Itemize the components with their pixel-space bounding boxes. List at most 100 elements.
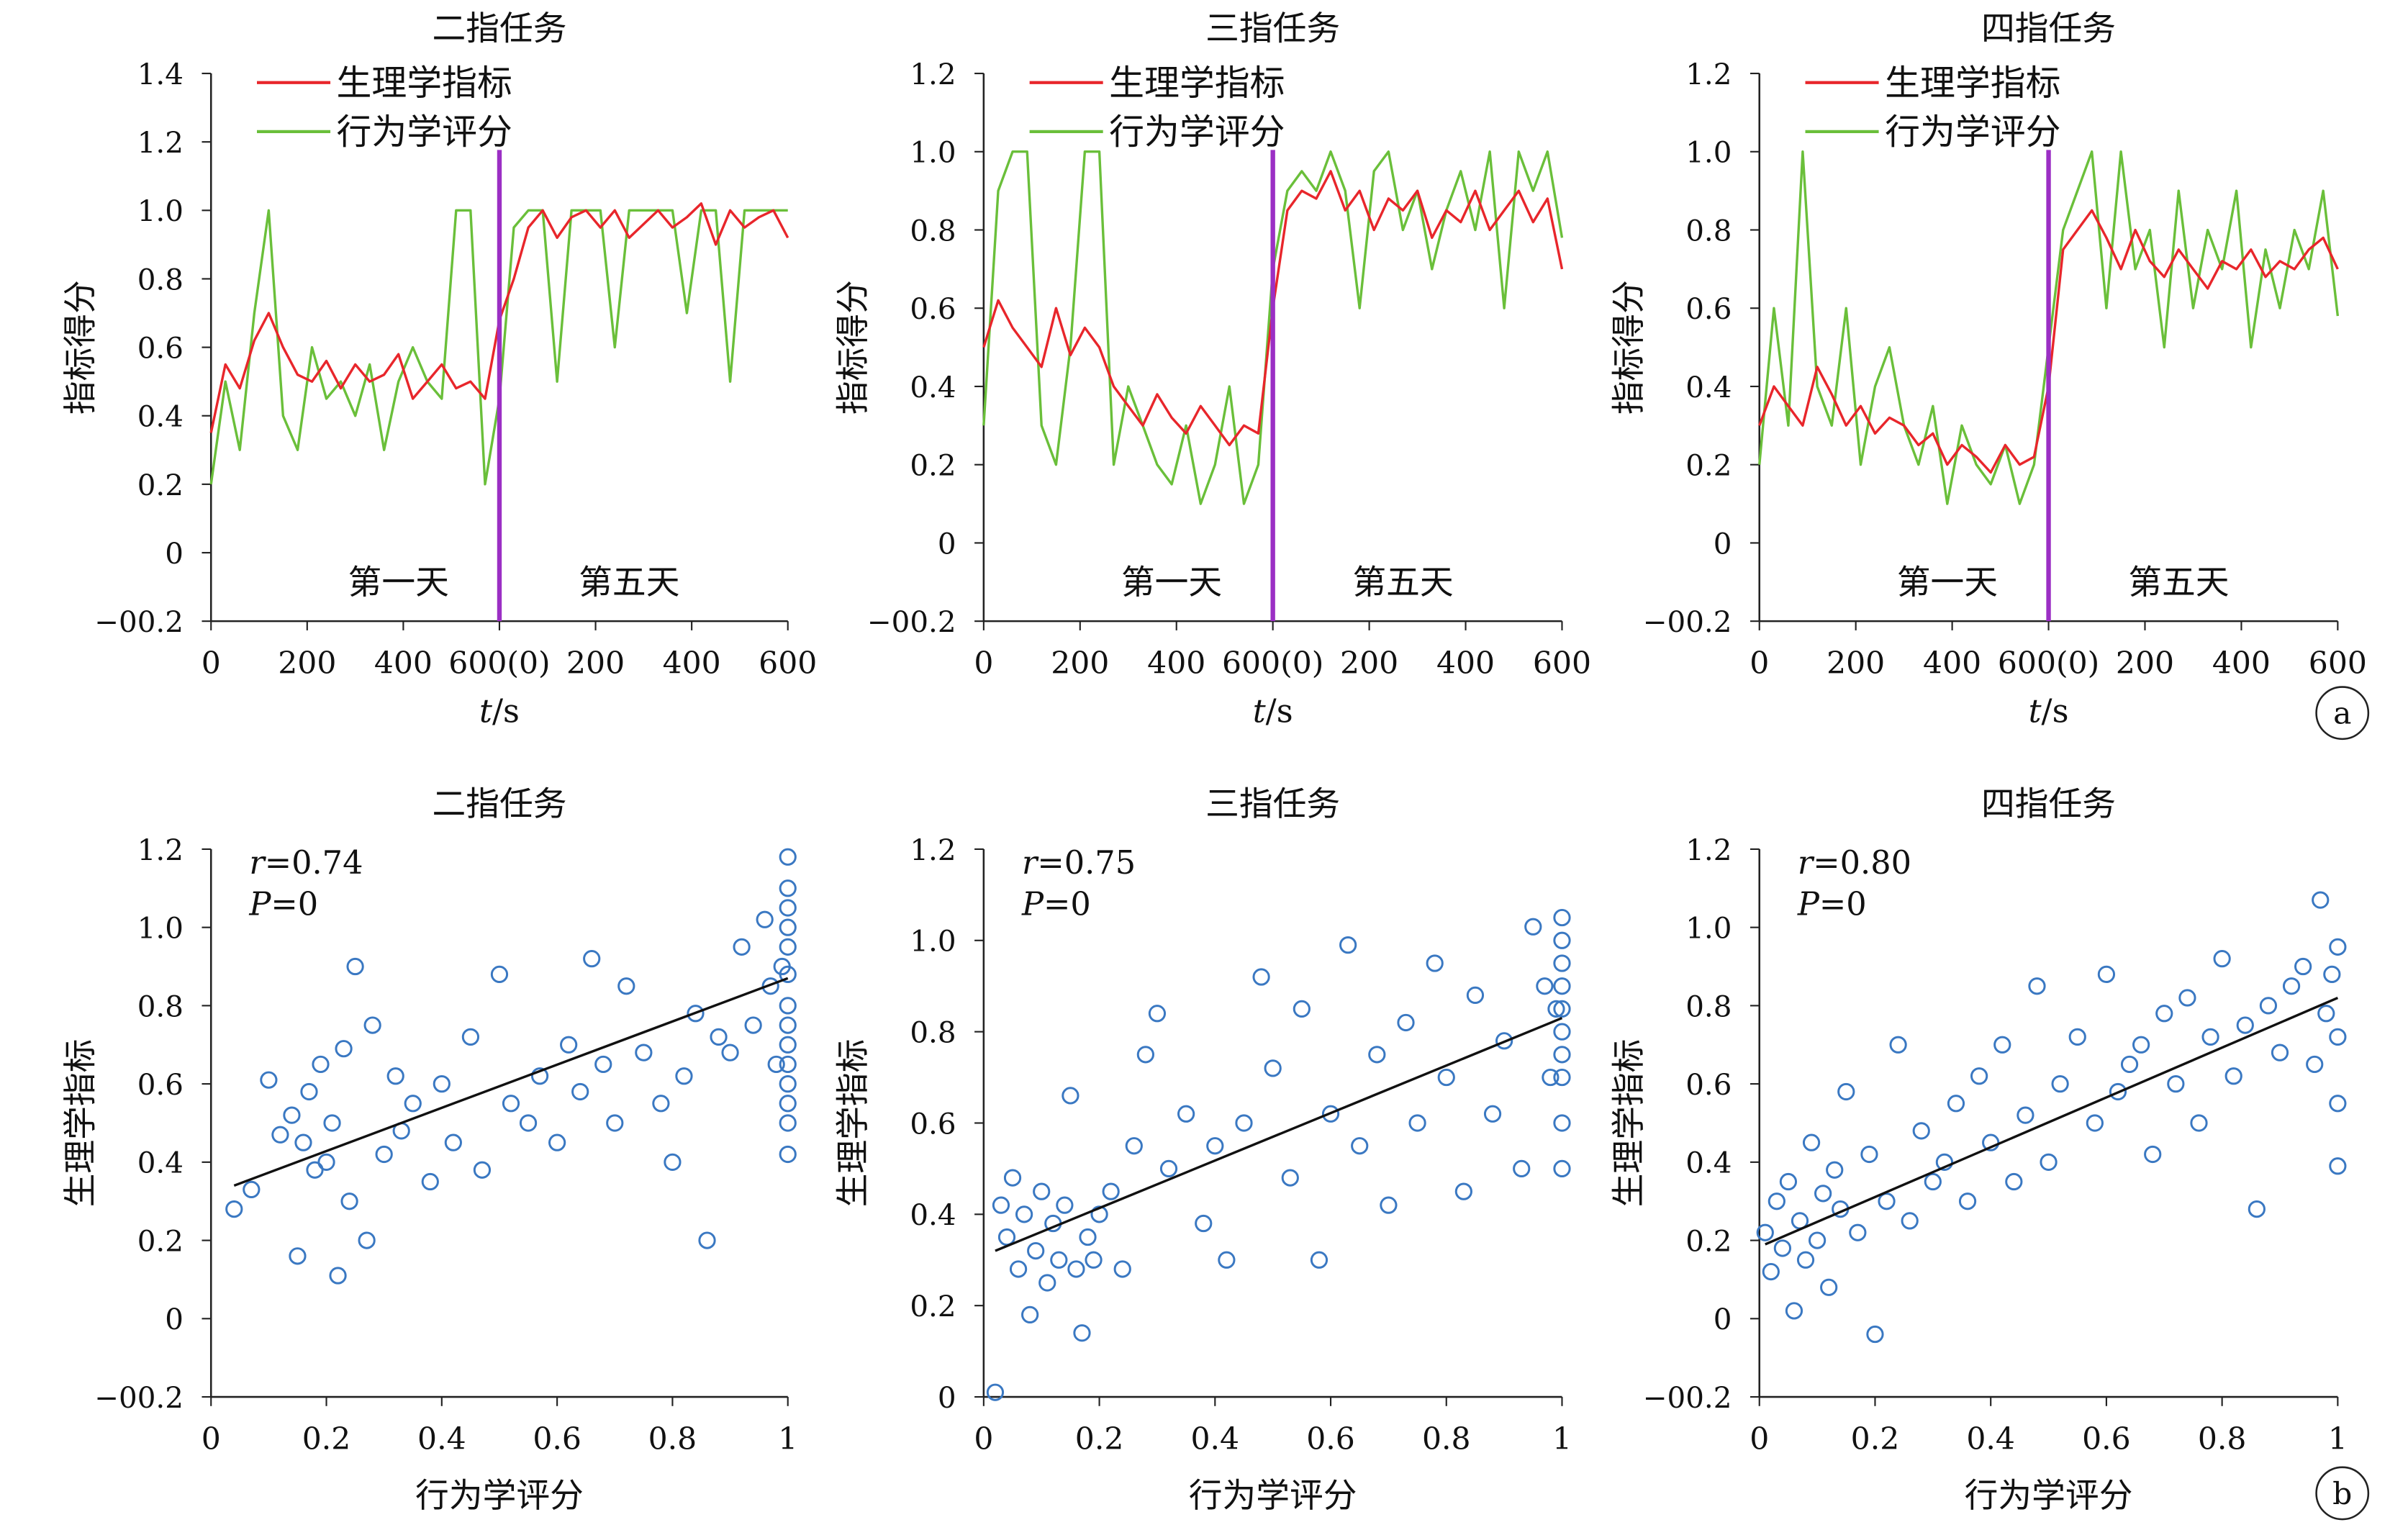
scatter-point bbox=[1513, 1159, 1531, 1178]
x-tick-label: 400 bbox=[1436, 646, 1495, 681]
scatter-point bbox=[1252, 968, 1270, 986]
chart-title: 二指任务 bbox=[432, 785, 566, 824]
x-axis-label: 行为学评分 bbox=[415, 1477, 584, 1516]
scatter-point bbox=[1281, 1169, 1299, 1187]
y-tick-label: 0.4 bbox=[137, 1146, 184, 1180]
scatter-point bbox=[1397, 1013, 1415, 1032]
scatter-point bbox=[2086, 1114, 2104, 1132]
panel-label-circle-a bbox=[2315, 686, 2370, 741]
p-value: =0 bbox=[1819, 885, 1867, 923]
scatter-point bbox=[1796, 1251, 1815, 1269]
scatter-point bbox=[2068, 1028, 2086, 1046]
annotation-day1: 第一天 bbox=[1121, 563, 1222, 602]
x-axis-label-unit: /s bbox=[2042, 692, 2069, 730]
scatter-point bbox=[2201, 1028, 2219, 1046]
annotation-day5: 第五天 bbox=[2128, 563, 2229, 602]
y-tick-label: 0 bbox=[165, 537, 184, 571]
x-tick-label: 400 bbox=[374, 646, 433, 681]
x-tick-label: 1 bbox=[778, 1421, 797, 1457]
scatter-point bbox=[1015, 1205, 1033, 1223]
scatter-point bbox=[1553, 977, 1571, 995]
y-tick-label: 0.6 bbox=[910, 1107, 956, 1141]
scatter-point bbox=[2097, 965, 2116, 984]
scatter-point bbox=[2017, 1106, 2034, 1124]
scatter-point bbox=[1553, 1000, 1571, 1018]
scatter-point bbox=[2051, 1075, 2069, 1093]
scatter-point bbox=[1206, 1137, 1224, 1155]
scatter-point bbox=[2306, 1055, 2324, 1074]
y-tick-label: −00.2 bbox=[1643, 605, 1732, 639]
y-tick-label: −00.2 bbox=[867, 605, 956, 639]
annotation-day5: 第五天 bbox=[579, 563, 679, 602]
y-tick-label: 0 bbox=[1714, 527, 1732, 561]
x-tick-label: 200 bbox=[2116, 646, 2174, 681]
r-symbol: r bbox=[1022, 844, 1039, 882]
y-axis-label: 指标得分 bbox=[61, 280, 100, 415]
scatter-point bbox=[2271, 1044, 2289, 1062]
x-tick-label: 600 bbox=[1533, 646, 1591, 681]
scatter-point bbox=[1483, 1105, 1502, 1123]
x-axis-label-var: t bbox=[2029, 692, 2042, 730]
scatter-point bbox=[1009, 1260, 1028, 1278]
scatter-point bbox=[283, 1106, 301, 1124]
scatter-point bbox=[1912, 1122, 1930, 1140]
scatter-point bbox=[473, 1161, 492, 1179]
scatter-point bbox=[1779, 1172, 1798, 1191]
legend-label: 行为学评分 bbox=[1109, 112, 1285, 153]
scatter-point bbox=[490, 965, 509, 984]
scatter-point bbox=[1553, 1046, 1571, 1064]
scatter-point bbox=[2224, 1067, 2242, 1085]
r-value: =0.75 bbox=[1037, 844, 1136, 882]
scatter-point bbox=[664, 1153, 682, 1171]
scatter-point bbox=[779, 899, 797, 917]
x-tick-label: 0.6 bbox=[533, 1421, 581, 1457]
scatter-point bbox=[1067, 1260, 1085, 1278]
y-axis-label: 生理学指标 bbox=[1610, 1039, 1649, 1208]
x-axis-label: t/s bbox=[2029, 692, 2069, 730]
p-annotation: P=0 bbox=[248, 885, 318, 923]
scatter-point bbox=[710, 1028, 728, 1046]
scatter-point bbox=[2282, 977, 2301, 995]
scatter-point bbox=[1820, 1278, 1838, 1296]
scatter-point bbox=[617, 977, 635, 995]
scatter-point bbox=[1437, 1068, 1455, 1087]
scatter-point bbox=[300, 1082, 318, 1101]
y-tick-label: 1.2 bbox=[910, 58, 956, 91]
x-axis-label: 行为学评分 bbox=[1965, 1477, 2133, 1516]
scatter-point bbox=[1079, 1228, 1097, 1246]
scatter-point bbox=[1837, 1082, 1855, 1101]
x-axis-label-unit: /s bbox=[1266, 692, 1293, 730]
p-annotation: P=0 bbox=[1797, 885, 1867, 923]
scatter-point bbox=[1553, 1159, 1571, 1178]
scatter-point bbox=[1553, 1068, 1571, 1087]
scatter-point bbox=[461, 1028, 480, 1046]
annotation-day5: 第五天 bbox=[1352, 563, 1453, 602]
x-tick-label: 200 bbox=[1827, 646, 1885, 681]
scatter-point bbox=[1889, 1036, 1907, 1054]
scatter-point bbox=[1380, 1196, 1398, 1214]
scatter-point bbox=[2144, 1145, 2162, 1164]
scatter-point bbox=[1293, 1000, 1311, 1018]
scatter-point bbox=[779, 997, 797, 1015]
scatter-point bbox=[2312, 891, 2330, 909]
y-tick-label: −00.2 bbox=[94, 605, 184, 639]
regression-line bbox=[1765, 996, 2339, 1246]
y-tick-label: 0.4 bbox=[137, 400, 184, 434]
y-tick-label: 0.6 bbox=[910, 292, 956, 326]
x-tick-label: 0.4 bbox=[1191, 1421, 1240, 1457]
x-tick-label: 1 bbox=[2328, 1421, 2348, 1457]
y-tick-label: 1.2 bbox=[1685, 58, 1732, 91]
scatter-point bbox=[2040, 1153, 2058, 1171]
x-tick-label: 0 bbox=[1750, 646, 1769, 681]
scatter-point bbox=[1027, 1241, 1045, 1260]
y-tick-label: 0 bbox=[938, 527, 956, 561]
legend-label: 行为学评分 bbox=[1885, 112, 2060, 153]
x-tick-label: 600 bbox=[759, 646, 817, 681]
scatter-point bbox=[583, 950, 601, 968]
scatter-point bbox=[1878, 1192, 1896, 1210]
scatter-point bbox=[1993, 1036, 2011, 1054]
scatter-point bbox=[779, 848, 797, 866]
p-symbol: P bbox=[1797, 885, 1820, 923]
y-tick-label: 0 bbox=[1714, 1303, 1732, 1336]
scatter-point bbox=[2167, 1075, 2185, 1093]
